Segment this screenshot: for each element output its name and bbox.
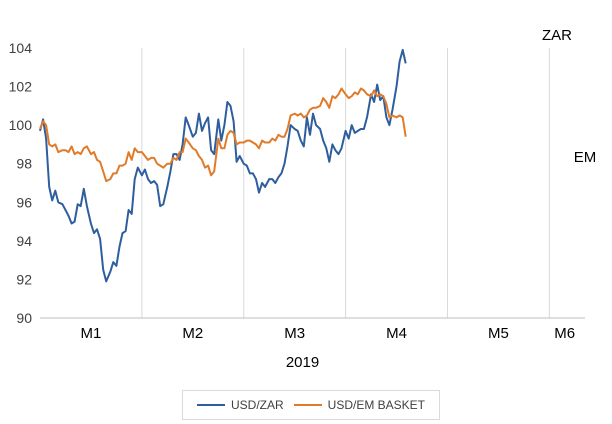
y-tick-label: 96 [16, 194, 32, 210]
legend-swatch-em [293, 404, 322, 406]
x-tick-label: M3 [284, 325, 305, 342]
x-tick-label: M1 [81, 325, 102, 342]
y-tick-label: 100 [9, 117, 33, 133]
x-tick-label: M4 [386, 325, 407, 342]
y-tick-label: 92 [16, 271, 32, 287]
y-tick-label: 94 [16, 233, 32, 249]
y-tick-label: 98 [16, 156, 32, 172]
x-tick-label: M6 [554, 325, 575, 342]
end-label-zar: ZAR [542, 27, 572, 44]
y-tick-label: 102 [9, 79, 33, 95]
legend-item-zar: USD/ZAR [196, 398, 284, 412]
line-chart: 90 92 94 96 98 100 102 104 M1 M2 M3 M4 M5 M6 2019 ZAR EM [9, 27, 597, 371]
end-label-em: EM [574, 149, 597, 166]
legend-label-zar: USD/ZAR [230, 398, 284, 412]
x-tick-label: M2 [182, 325, 203, 342]
series-line-em [39, 87, 407, 183]
series-line-zar [39, 48, 407, 283]
x-tick-label: M5 [488, 325, 509, 342]
y-tick-label: 104 [9, 40, 33, 56]
legend: USD/ZAR USD/EM BASKET [182, 390, 440, 420]
legend-item-em: USD/EM BASKET [293, 398, 426, 412]
gridlines [141, 48, 550, 318]
y-tick-label: 90 [16, 310, 32, 326]
series-lines [39, 48, 407, 283]
x-axis-title: 2019 [286, 354, 319, 371]
labels: 90 92 94 96 98 100 102 104 M1 M2 M3 M4 M5 M6 2019 ZAR EM [9, 27, 597, 371]
legend-label-em: USD/EM BASKET [327, 398, 426, 412]
legend-swatch-zar [196, 404, 225, 406]
